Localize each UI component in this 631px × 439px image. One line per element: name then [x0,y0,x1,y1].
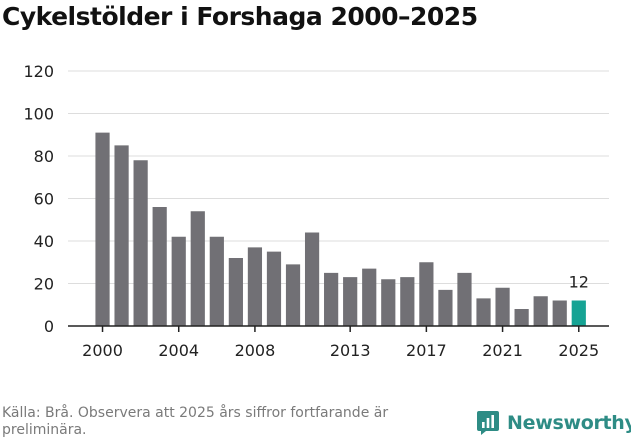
bar-2016 [400,277,415,326]
x-tick-label-2017: 2017 [406,341,447,360]
brand-name: Newsworthy [507,412,631,434]
bar-2000 [95,132,110,326]
grid-lines [68,70,609,284]
x-tick-label-2004: 2004 [158,341,199,360]
source-note: Källa: Brå. Observera att 2025 års siffr… [2,405,389,438]
data-labels: 12 [569,273,589,292]
y-tick-label-20: 20 [34,275,54,294]
data-label-2025: 12 [569,273,589,292]
bar-2011 [304,232,320,326]
bar-2023 [533,296,548,326]
bar-2003 [152,207,167,326]
brand-logo: Newsworthy [476,408,631,438]
bar-2012 [324,272,339,326]
y-tick-label-100: 100 [23,105,54,124]
y-tick-label-40: 40 [34,232,54,251]
bar-2015 [381,279,396,326]
x-tick-label-2021: 2021 [482,341,523,360]
x-tick-label-2000: 2000 [82,341,123,360]
bar-2019 [457,272,472,326]
x-tick-label-2025: 2025 [558,341,599,360]
y-tick-label-80: 80 [34,147,54,166]
y-tick-label-120: 120 [23,62,54,81]
bar-2007 [228,258,243,326]
y-tick-label-60: 60 [34,190,54,209]
bar-2013 [343,277,358,326]
bar-2010 [285,264,301,326]
bar-2020 [476,298,491,326]
bar-2017 [419,262,434,326]
bar-2006 [209,236,224,326]
bar-2009 [266,251,282,326]
bar-chart: 0 20 40 60 80 100 120 2000 2004 2008 2013 2017 2021… [23,62,609,360]
bar-2018 [438,289,453,326]
bar-2008 [247,247,263,326]
bar-2014 [362,268,377,326]
bar-2025 [571,300,586,326]
y-axis: 0 20 40 60 80 100 120 [23,62,54,336]
bar-2024 [552,300,567,326]
bars [95,132,586,326]
bar-2004 [171,236,186,326]
bar-2005 [190,211,205,326]
chart-title: Cykelstölder i Forshaga 2000–2025 [2,2,478,31]
newsworthy-logo-icon [477,411,499,435]
x-tick-label-2008: 2008 [235,341,276,360]
bar-2002 [133,160,148,326]
bar-2001 [114,145,129,326]
x-tick-label-2013: 2013 [330,341,371,360]
y-tick-label-0: 0 [44,317,54,336]
x-axis: 2000 2004 2008 2013 2017 2021 2025 [68,325,609,360]
bar-2021 [495,287,510,326]
bar-2022 [514,309,529,326]
